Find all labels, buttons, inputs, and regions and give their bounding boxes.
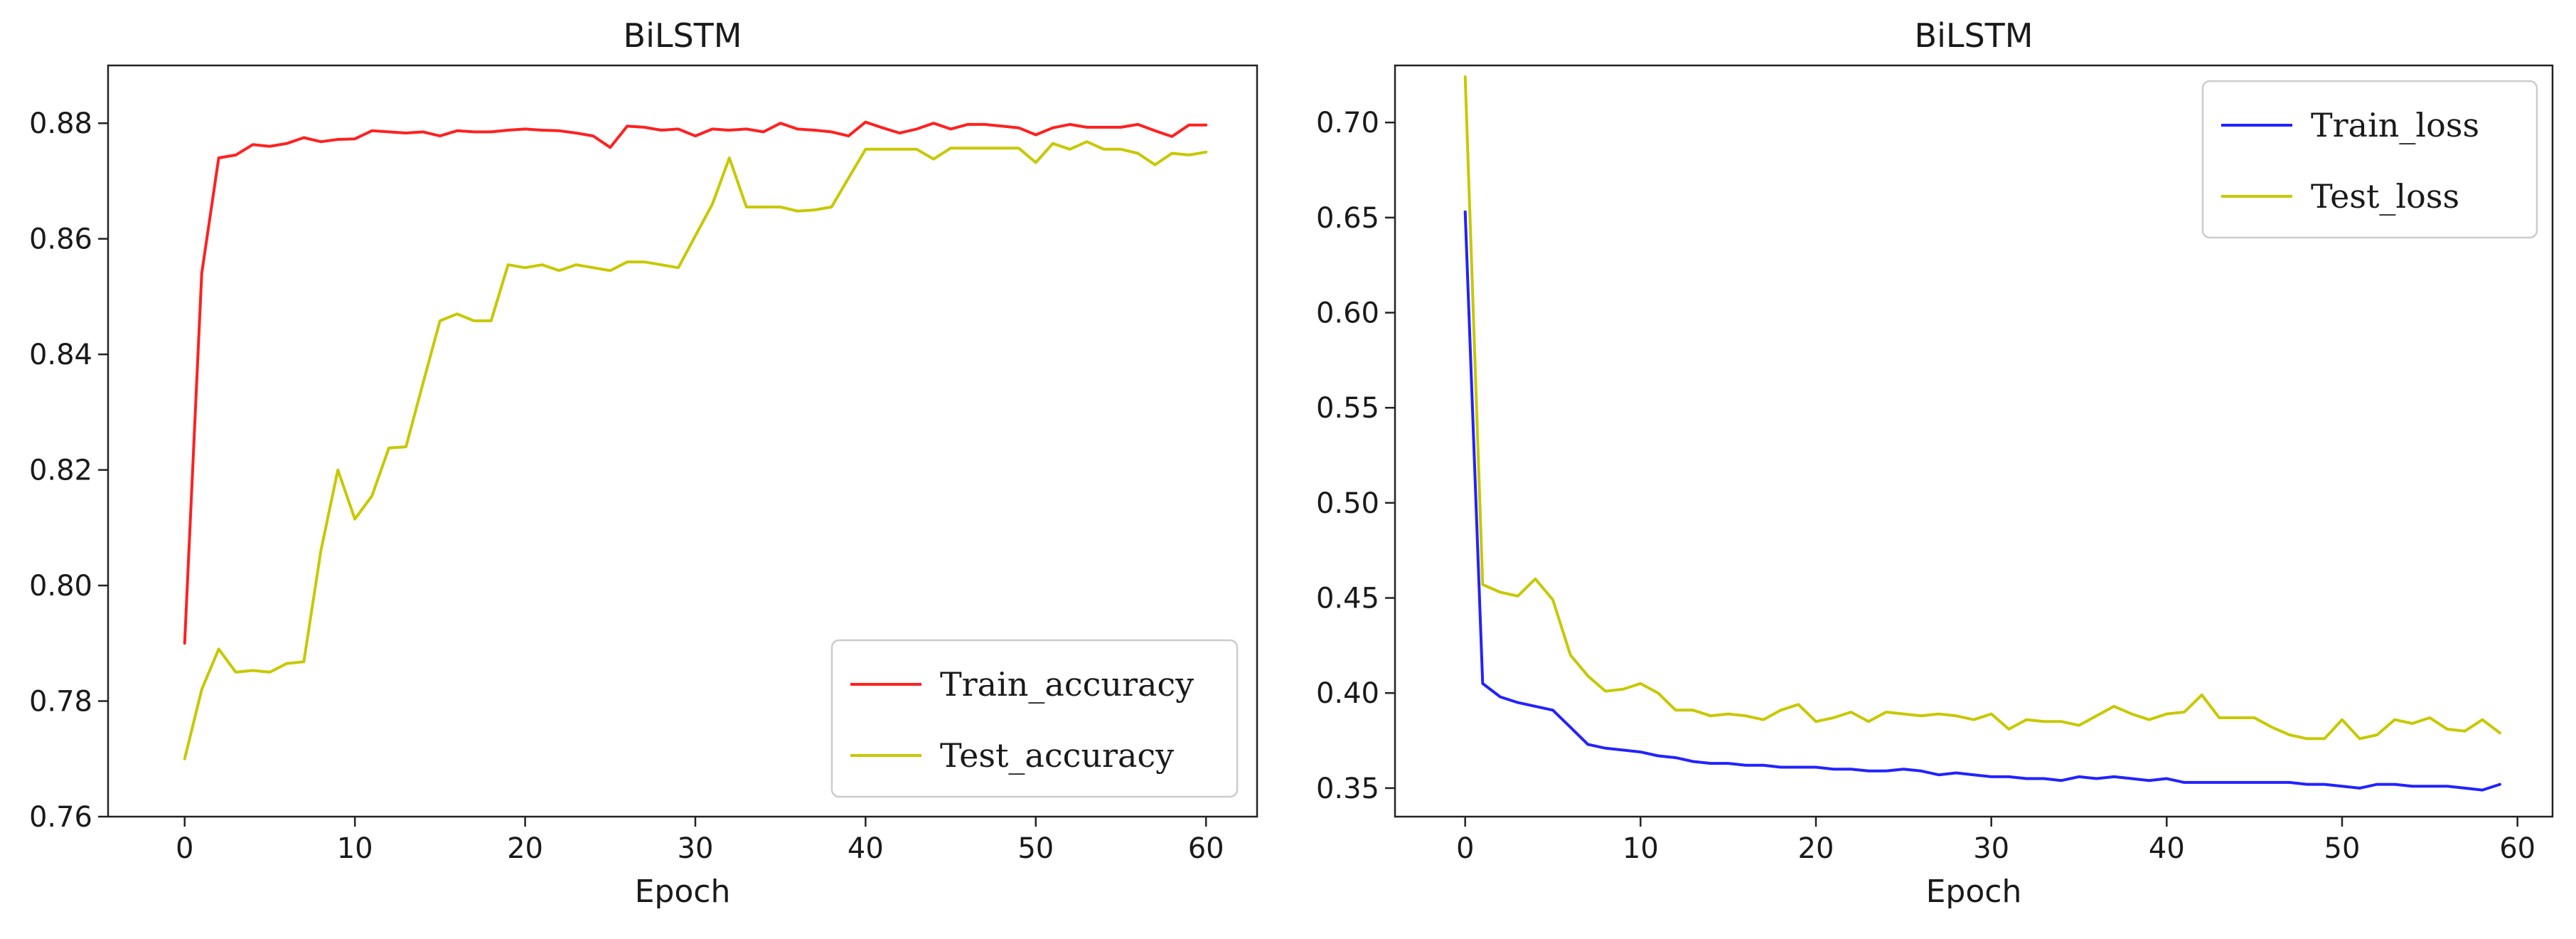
acc-x-tick-label: 40 [848,832,884,865]
acc-legend-label: Test_accuracy [940,736,1174,775]
loss-x-tick-label: 50 [2324,832,2361,865]
loss-legend-label: Test_loss [2311,177,2459,216]
acc-x-tick-label: 0 [176,832,193,865]
loss-legend: Train_loss Test_loss [2201,80,2538,239]
loss-y-tick-label: 0.60 [1316,297,1379,330]
acc-y-tick-label: 0.76 [29,801,92,834]
acc-x-tick-label: 60 [1188,832,1224,865]
loss-y-tick-label: 0.40 [1316,677,1379,710]
acc-chart-title: BiLSTM [624,16,742,55]
loss-x-tick-label: 30 [1973,832,2009,865]
loss-y-tick-label: 0.70 [1316,107,1379,139]
acc-y-tick-label: 0.84 [29,339,92,371]
acc-x-tick-label: 20 [507,832,543,865]
acc-plot-area [183,120,1208,760]
acc-legend: Train_accuracy Test_accuracy [830,639,1239,798]
loss-x-tick-label: 40 [2149,832,2185,865]
acc-x-axis-label: Epoch [635,874,731,910]
acc-y-tick-label: 0.82 [29,455,92,487]
loss-axes-frame [1394,64,2554,818]
loss-y-tick-label: 0.65 [1316,202,1379,235]
loss-y-tick-label: 0.50 [1316,487,1379,520]
acc-y-tick-label: 0.86 [29,223,92,256]
loss-x-tick-label: 60 [2499,832,2535,865]
loss-chart-title: BiLSTM [1915,16,2033,55]
acc-series-line-train-accuracy [183,120,1208,645]
acc-legend-box [830,639,1239,798]
loss-y-tick-label: 0.45 [1316,583,1379,615]
acc-y-tick-label: 0.80 [29,570,92,603]
acc-x-tick-label: 10 [337,832,373,865]
acc-y-tick-label: 0.78 [29,686,92,718]
loss-y-tick-label: 0.55 [1316,392,1379,425]
acc-y-tick-label: 0.88 [29,107,92,140]
loss-x-tick-label: 20 [1798,832,1834,865]
acc-x-tick-label: 50 [1017,832,1054,865]
acc-legend-label: Train_accuracy [940,665,1194,704]
acc-axes-frame [107,64,1258,818]
loss-legend-box [2201,80,2538,239]
acc-x-tick-label: 30 [678,832,714,865]
accuracy-chart: BiLSTM 0 10 20 30 40 50 60 0.76 0.78 0.80 0.82 0.84 0… [29,16,1258,910]
loss-chart: BiLSTM 0 10 20 30 40 50 60 0.35 0.40 0.45 0.50 0.55 0… [1316,16,2554,910]
loss-x-axis-label: Epoch [1926,874,2022,910]
loss-x-tick-label: 10 [1623,832,1659,865]
loss-series-line-train-loss [1463,210,2501,792]
loss-x-tick-label: 0 [1456,832,1474,865]
loss-plot-area [1463,75,2501,792]
loss-y-tick-label: 0.35 [1316,773,1379,805]
loss-series-line-test-loss [1463,75,2501,741]
acc-series-line-test-accuracy [183,140,1208,760]
loss-legend-label: Train_loss [2311,106,2479,144]
